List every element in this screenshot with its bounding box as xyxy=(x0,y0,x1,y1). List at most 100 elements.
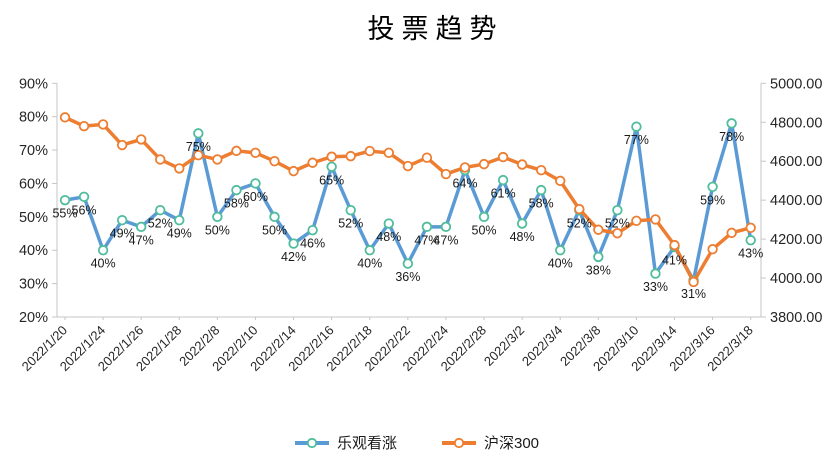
data-point-marker-0 xyxy=(288,238,299,249)
data-label: 36% xyxy=(395,270,420,284)
data-label: 65% xyxy=(319,173,344,187)
data-label: 46% xyxy=(300,237,325,251)
y-axis-right-tick-label: 4000.00 xyxy=(770,271,822,287)
data-point-marker-0 xyxy=(402,258,414,269)
data-point-marker-0 xyxy=(440,221,452,233)
data-point-marker-0 xyxy=(307,224,318,236)
y-axis-left-tick-label: 20% xyxy=(19,310,48,326)
data-point-marker-0 xyxy=(707,181,718,192)
data-point-marker-0 xyxy=(326,161,337,172)
y-axis-right-tick-label: 4400.00 xyxy=(770,193,822,209)
data-point-marker-1 xyxy=(383,147,395,159)
data-point-marker-0 xyxy=(631,121,642,132)
legend-line-marker-icon xyxy=(441,437,476,448)
y-axis-left-tick-label: 70% xyxy=(19,143,48,159)
y-axis-right-tick-label: 4600.00 xyxy=(770,154,822,170)
data-point-marker-1 xyxy=(478,158,490,170)
data-point-marker-1 xyxy=(231,145,242,157)
data-label: 78% xyxy=(719,130,744,144)
data-point-marker-1 xyxy=(650,214,661,225)
x-axis-tick-label: 2022/3/2 xyxy=(481,323,527,369)
data-point-marker-0 xyxy=(250,178,261,189)
data-label: 59% xyxy=(700,193,725,207)
data-label: 75% xyxy=(186,140,211,154)
data-label: 55% xyxy=(52,207,77,221)
data-label: 41% xyxy=(662,253,687,267)
data-point-marker-1 xyxy=(135,134,147,145)
data-label: 56% xyxy=(72,203,97,217)
data-point-marker-1 xyxy=(688,276,699,288)
data-point-marker-0 xyxy=(155,204,166,216)
data-label: 48% xyxy=(510,230,535,244)
chart-legend: 乐观看涨 沪深300 xyxy=(0,432,833,453)
data-point-marker-0 xyxy=(364,245,375,256)
data-point-marker-1 xyxy=(421,152,433,163)
data-point-marker-1 xyxy=(535,164,547,176)
data-label: 64% xyxy=(452,177,477,191)
data-label: 49% xyxy=(167,227,192,241)
x-axis-tick-label: 2022/3/4 xyxy=(519,323,565,369)
data-point-marker-0 xyxy=(555,245,566,256)
data-point-marker-0 xyxy=(135,221,147,233)
data-point-marker-0 xyxy=(478,211,490,223)
data-point-marker-1 xyxy=(726,227,737,239)
data-point-marker-0 xyxy=(59,194,71,206)
data-point-marker-0 xyxy=(78,191,90,203)
data-label: 42% xyxy=(281,250,306,264)
data-point-marker-0 xyxy=(612,204,623,216)
data-point-marker-1 xyxy=(745,222,756,234)
data-point-marker-1 xyxy=(116,139,128,151)
data-label: 43% xyxy=(738,247,763,261)
data-label: 52% xyxy=(148,217,173,231)
data-point-marker-0 xyxy=(345,204,356,216)
data-point-marker-1 xyxy=(707,244,718,255)
data-point-marker-1 xyxy=(212,154,223,165)
data-point-marker-0 xyxy=(421,221,433,233)
data-label: 50% xyxy=(262,223,287,237)
data-point-marker-1 xyxy=(669,239,680,251)
data-label: 60% xyxy=(243,190,268,204)
data-point-marker-1 xyxy=(326,151,337,162)
data-label: 77% xyxy=(624,133,649,147)
data-label: 40% xyxy=(548,257,573,271)
data-point-marker-0 xyxy=(535,184,547,196)
y-axis-right-tick-label: 3800.00 xyxy=(770,310,822,326)
data-point-marker-0 xyxy=(650,268,661,279)
data-point-marker-1 xyxy=(250,147,261,159)
data-label: 50% xyxy=(205,223,230,237)
data-point-marker-1 xyxy=(364,145,375,157)
data-point-marker-0 xyxy=(516,218,528,229)
data-point-marker-1 xyxy=(631,215,642,226)
data-label: 58% xyxy=(224,197,249,211)
data-point-marker-1 xyxy=(155,154,166,165)
data-label: 61% xyxy=(491,187,516,201)
data-point-marker-0 xyxy=(745,235,756,246)
y-axis-right-tick-label: 5000.00 xyxy=(770,76,822,92)
data-point-marker-1 xyxy=(593,224,604,235)
data-label: 58% xyxy=(529,197,554,211)
data-point-marker-0 xyxy=(231,184,242,196)
data-point-marker-1 xyxy=(97,119,109,130)
data-point-marker-0 xyxy=(726,118,737,129)
data-point-marker-1 xyxy=(345,150,356,162)
data-point-marker-0 xyxy=(269,211,280,223)
y-axis-left-tick-label: 80% xyxy=(19,110,48,126)
data-point-marker-1 xyxy=(497,151,509,163)
legend-label-csi300: 沪深300 xyxy=(483,435,540,452)
data-label: 47% xyxy=(129,233,154,247)
data-label: 48% xyxy=(376,230,401,244)
data-label: 50% xyxy=(472,223,497,237)
data-label: 52% xyxy=(567,217,592,231)
data-point-marker-1 xyxy=(574,203,585,215)
data-point-marker-0 xyxy=(383,218,395,229)
chart-title: 投票趋势 xyxy=(367,14,504,44)
data-point-marker-1 xyxy=(307,157,318,168)
data-label: 38% xyxy=(586,263,611,277)
data-point-marker-1 xyxy=(516,159,528,170)
y-axis-right-tick-label: 4800.00 xyxy=(770,115,822,131)
y-axis-left-tick-label: 40% xyxy=(19,243,48,259)
data-label: 40% xyxy=(357,257,382,271)
data-label: 49% xyxy=(110,227,135,241)
data-point-marker-1 xyxy=(78,120,90,132)
data-point-marker-0 xyxy=(97,245,109,256)
